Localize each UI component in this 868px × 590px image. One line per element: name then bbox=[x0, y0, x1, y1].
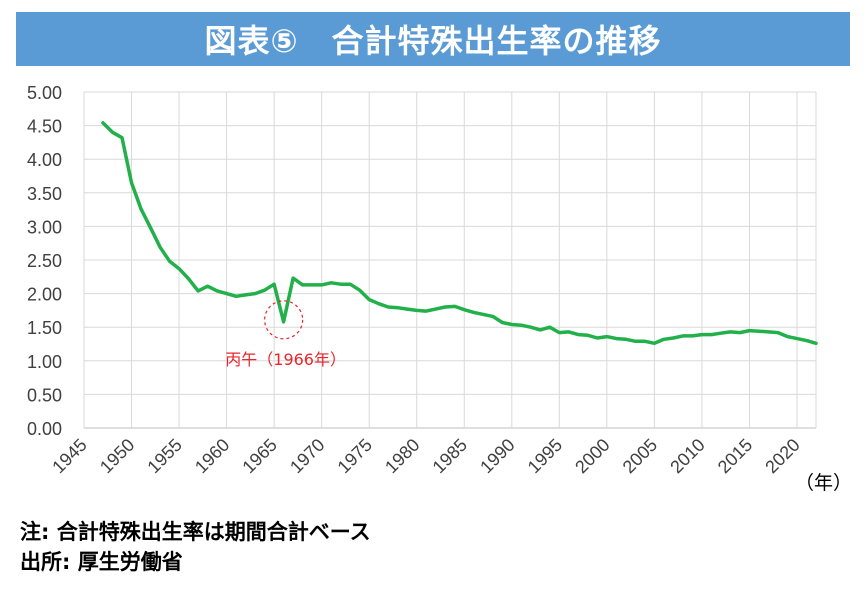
y-tick-label: 4.50 bbox=[27, 117, 62, 137]
x-tick-label: 1965 bbox=[238, 435, 280, 477]
annotation-label: 丙午（1966年） bbox=[225, 350, 346, 369]
gridlines bbox=[83, 91, 817, 429]
plot-area bbox=[101, 121, 818, 346]
x-tick-label: 1955 bbox=[143, 435, 185, 477]
x-tick-label: 1945 bbox=[48, 435, 90, 477]
x-tick-label: 1975 bbox=[334, 435, 376, 477]
x-tick-label: 1980 bbox=[381, 435, 423, 477]
line-chart: 0.00 0.50 1.00 1.50 2.00 2.50 3.00 3.50 4.00 4.50… bbox=[27, 83, 852, 494]
y-tick-label: 5.00 bbox=[27, 83, 62, 103]
chart-title-banner: 図表⑤ 合計特殊出生率の推移 bbox=[16, 12, 850, 66]
x-tick-label: 2000 bbox=[571, 435, 613, 477]
source-text: 出所: 厚生労働省 bbox=[20, 550, 183, 574]
y-tick-label: 1.00 bbox=[27, 352, 62, 372]
x-tick-label: 2010 bbox=[666, 435, 708, 477]
y-tick-label: 3.50 bbox=[27, 184, 62, 204]
series-line bbox=[101, 121, 818, 346]
x-tick-label: 1985 bbox=[429, 435, 471, 477]
x-axis-tick-labels: 1945 1950 1955 1960 1965 1970 1975 1980 1985 1990… bbox=[48, 435, 852, 494]
x-tick-label: 1990 bbox=[476, 435, 518, 477]
y-tick-label: 2.50 bbox=[27, 251, 62, 271]
chart-title: 図表⑤ 合計特殊出生率の推移 bbox=[204, 22, 662, 60]
x-tick-label: 2020 bbox=[761, 435, 803, 477]
note-text: 注: 合計特殊出生率は期間合計ベース bbox=[20, 520, 371, 544]
x-tick-label: 2015 bbox=[714, 435, 756, 477]
y-tick-label: 0.50 bbox=[27, 385, 62, 405]
x-tick-label: 1970 bbox=[286, 435, 328, 477]
y-tick-label: 4.00 bbox=[27, 150, 62, 170]
annotation-circle bbox=[264, 300, 304, 340]
x-tick-label: 1995 bbox=[524, 435, 566, 477]
y-tick-label: 3.00 bbox=[27, 217, 62, 237]
y-tick-label: 0.00 bbox=[27, 419, 62, 439]
y-axis-tick-labels: 0.00 0.50 1.00 1.50 2.00 2.50 3.00 3.50 4.00 4.50… bbox=[27, 83, 62, 439]
x-axis-label: （年） bbox=[795, 472, 852, 494]
y-tick-label: 2.00 bbox=[27, 285, 62, 305]
x-tick-label: 1950 bbox=[96, 435, 138, 477]
y-tick-label: 1.50 bbox=[27, 318, 62, 338]
x-tick-label: 1960 bbox=[191, 435, 233, 477]
annotation: 丙午（1966年） bbox=[225, 300, 346, 369]
x-tick-label: 2005 bbox=[619, 435, 661, 477]
